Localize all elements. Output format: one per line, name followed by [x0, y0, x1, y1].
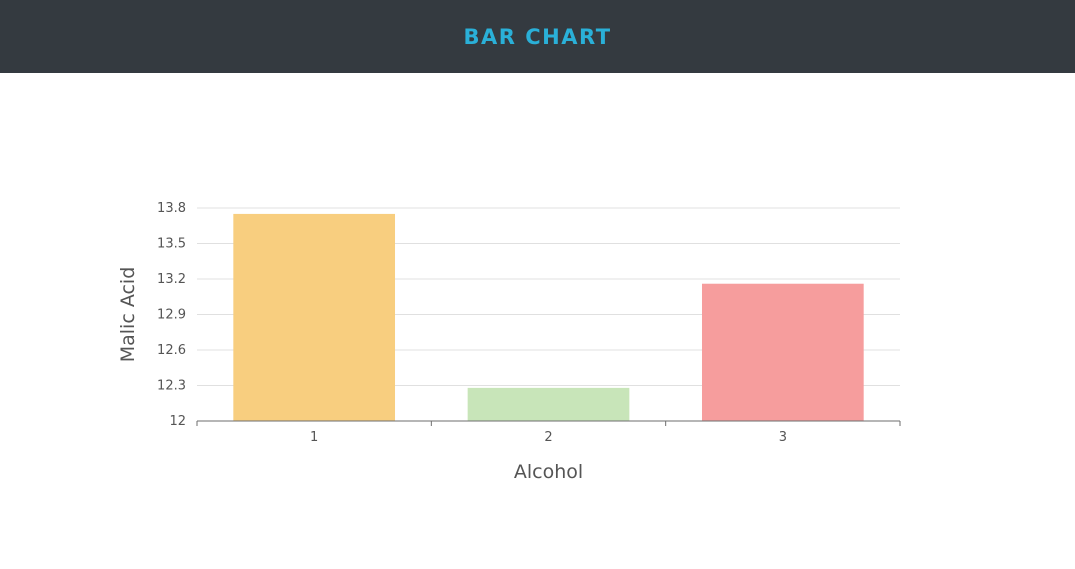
bar[interactable]	[467, 387, 630, 421]
x-tick-label: 2	[544, 430, 552, 445]
y-axis-title: Malic Acid	[117, 267, 139, 363]
y-tick-label: 13.8	[157, 201, 186, 216]
page-header: BAR CHART	[0, 0, 1075, 73]
page-title: BAR CHART	[463, 24, 612, 49]
y-tick-label: 12.9	[157, 308, 186, 323]
y-tick-label: 12	[169, 414, 186, 429]
y-tick-label: 12.6	[157, 343, 186, 358]
x-axis-title: Alcohol	[514, 461, 583, 483]
bars	[233, 213, 864, 421]
axes	[196, 420, 901, 426]
x-tick-label: 1	[310, 430, 318, 445]
y-tick-label: 13.5	[157, 237, 186, 252]
chart-container: 12 12.3 12.6 12.9 13.2 13.5 13.8 1 2 3 Alcohol Ma…	[0, 73, 1075, 565]
x-tick-label: 3	[779, 430, 787, 445]
y-tick-label: 13.2	[157, 272, 186, 287]
bar[interactable]	[701, 283, 864, 421]
y-tick-label: 12.3	[157, 379, 186, 394]
bar[interactable]	[233, 213, 396, 421]
